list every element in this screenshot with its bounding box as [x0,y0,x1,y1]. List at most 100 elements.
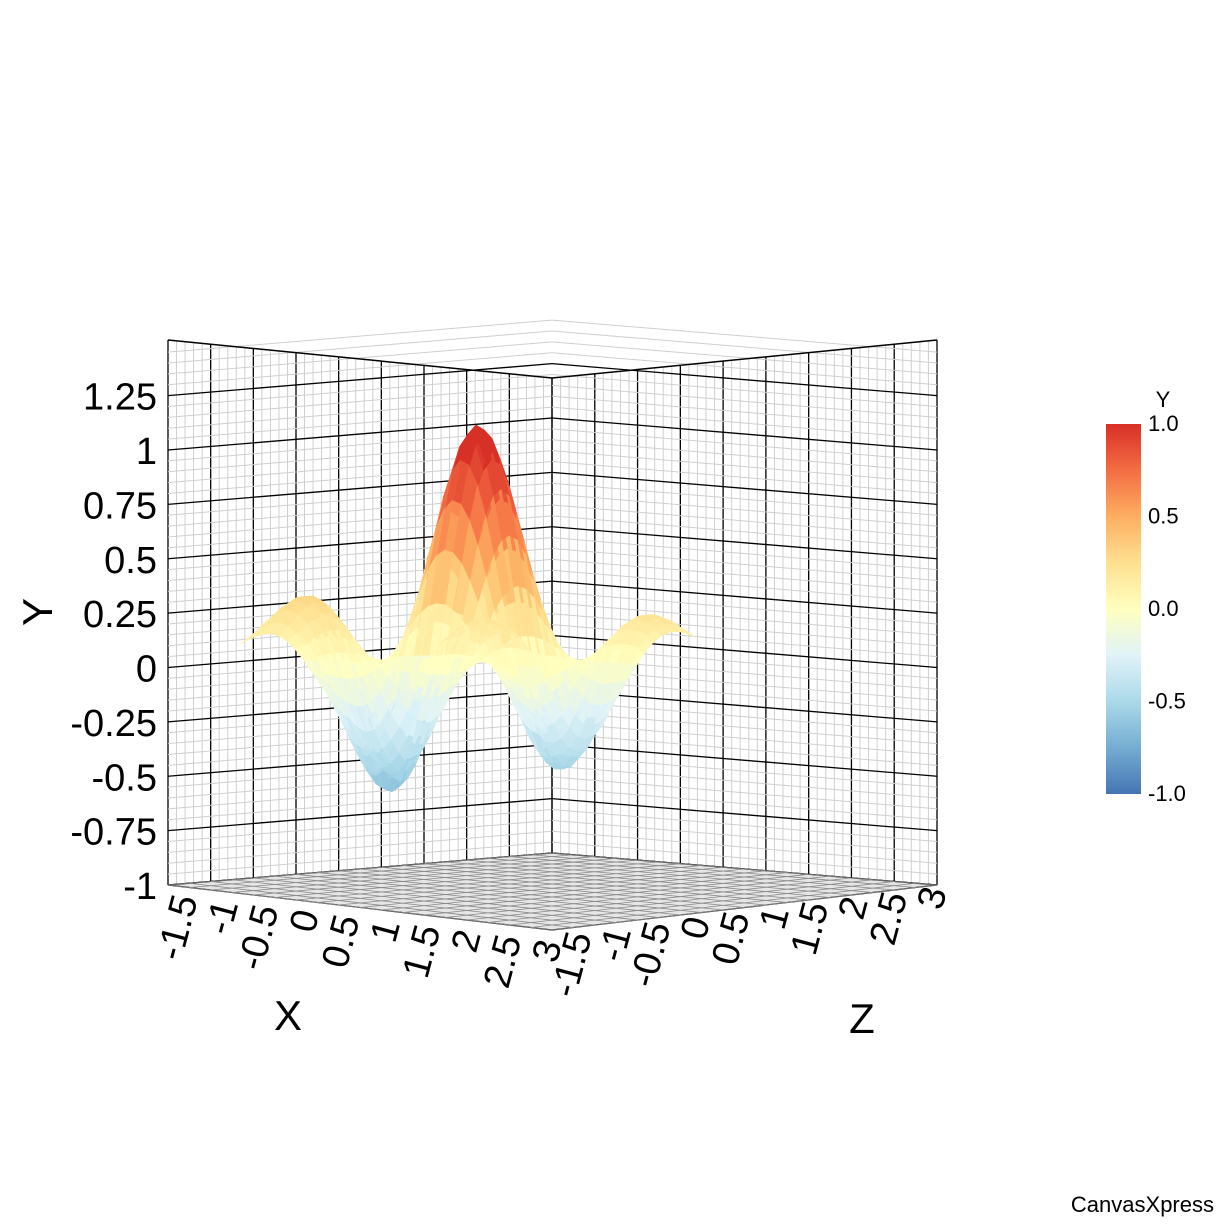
right-wall-minor-gridline [551,493,938,527]
left-wall-major-gridline [167,743,553,777]
y-tick-label: 0 [136,649,157,691]
surface-mesh [239,424,696,792]
floor-gridline [210,881,595,926]
legend-title: Y [1156,387,1171,412]
right-wall-minor-gridline [551,809,938,842]
floor-gridline [530,882,916,928]
floor-gridline [487,879,873,923]
surface-facet [239,631,257,645]
right-wall-major-gridline [551,743,938,777]
z-axis-title: Z [849,995,875,1042]
y-tick-label: 0.25 [83,594,157,636]
right-wall-minor-gridline [551,558,938,592]
right-wall-minor-gridline [551,722,938,755]
z-tick-label: -0.5 [622,917,680,991]
y-tick-label: 0.5 [104,540,157,582]
y-tick-label: 1 [136,431,157,473]
right-wall-minor-gridline [551,548,938,581]
right-wall-major-gridline [551,526,938,560]
credit-label: CanvasXpress [1070,1192,1214,1217]
wall-top-border [167,339,938,379]
right-wall-minor-gridline [551,504,938,538]
right-wall-minor-gridline [551,537,938,571]
x-tick-label: 0 [282,905,328,936]
right-wall-minor-gridline [551,819,938,853]
x-tick-label: 1 [363,915,409,946]
right-wall-minor-gridline [551,765,938,799]
y-tick-label: -1 [123,866,157,908]
right-wall-minor-gridline [551,461,938,494]
color-legend: Y 1.0 0.5 0.0 -0.5 -1.0 [1106,387,1186,806]
right-wall-minor-gridline [551,341,938,375]
floor-grid [167,852,938,931]
left-wall-minor-gridline [167,330,553,364]
floor-gridline [167,884,553,931]
right-wall-minor-gridline [551,732,938,766]
right-wall-minor-gridline [551,591,938,625]
left-wall-minor-gridline [167,787,553,821]
right-wall-major-gridline [551,580,938,614]
right-wall-minor-gridline [551,624,938,658]
left-wall-major-gridline [167,417,553,451]
left-wall-major-gridline [167,362,553,397]
right-wall-minor-gridline [551,776,938,810]
right-wall-minor-gridline [551,439,938,473]
y-tick-label: 1.25 [83,377,157,419]
right-wall-minor-gridline [551,374,938,407]
right-wall-minor-gridline [551,428,938,462]
left-wall-minor-gridline [167,341,553,375]
left-wall-minor-gridline [167,754,553,788]
floor-gridline [551,884,938,931]
right-wall-minor-gridline [551,569,938,603]
right-wall-minor-gridline [551,395,938,429]
legend-tick-label: -0.5 [1148,689,1186,714]
z-tick-label: 3 [910,882,956,913]
right-wall-minor-gridline [551,787,938,821]
right-wall-major-gridline [551,362,938,397]
floor-gridline [189,882,574,928]
legend-tick-label: -1.0 [1148,781,1186,806]
right-wall-minor-gridline [551,700,938,734]
y-axis-title: Y [14,598,61,626]
left-wall-minor-gridline [167,776,553,810]
left-wall-minor-gridline [167,841,553,875]
back-walls [167,319,938,886]
left-wall-major-gridline [167,797,553,832]
right-wall-major-gridline [551,797,938,832]
legend-tick-label: 0.5 [1148,504,1179,529]
left-wall-minor-gridline [167,395,553,429]
right-wall-minor-gridline [551,602,938,636]
right-wall-minor-gridline [551,330,938,364]
left-wall-minor-gridline [167,819,553,853]
right-wall-minor-gridline [551,711,938,745]
legend-tick-label: 0.0 [1148,596,1179,621]
y-tick-label: -0.75 [70,812,157,854]
z-tick-label: 2.5 [862,887,916,949]
right-wall-minor-gridline [551,841,938,875]
left-wall-minor-gridline [167,809,553,842]
right-wall-minor-gridline [551,482,938,516]
right-wall-minor-gridline [551,384,938,418]
z-tick-label: 0.5 [704,907,758,969]
z-tick-label: 1.5 [783,897,837,959]
right-wall-minor-gridline [551,613,938,647]
right-wall-major-gridline [551,471,938,506]
x-axis-title: X [274,992,302,1039]
y-tick-label: -0.5 [92,757,157,799]
right-wall-minor-gridline [551,352,938,386]
legend-tick-label: 1.0 [1148,411,1179,436]
left-wall-minor-gridline [167,406,553,440]
right-wall-major-gridline [551,417,938,451]
left-wall-minor-gridline [167,830,553,864]
legend-color-bar [1106,424,1141,794]
y-tick-label: 0.75 [83,485,157,527]
left-wall-minor-gridline [167,374,553,407]
right-wall-minor-gridline [551,450,938,484]
right-wall-minor-gridline [551,406,938,440]
left-wall-minor-gridline [167,384,553,418]
left-wall-minor-gridline [167,765,553,799]
x-tick-label: 2 [444,925,490,956]
right-wall-minor-gridline [551,515,938,549]
floor-gridline [509,881,895,926]
